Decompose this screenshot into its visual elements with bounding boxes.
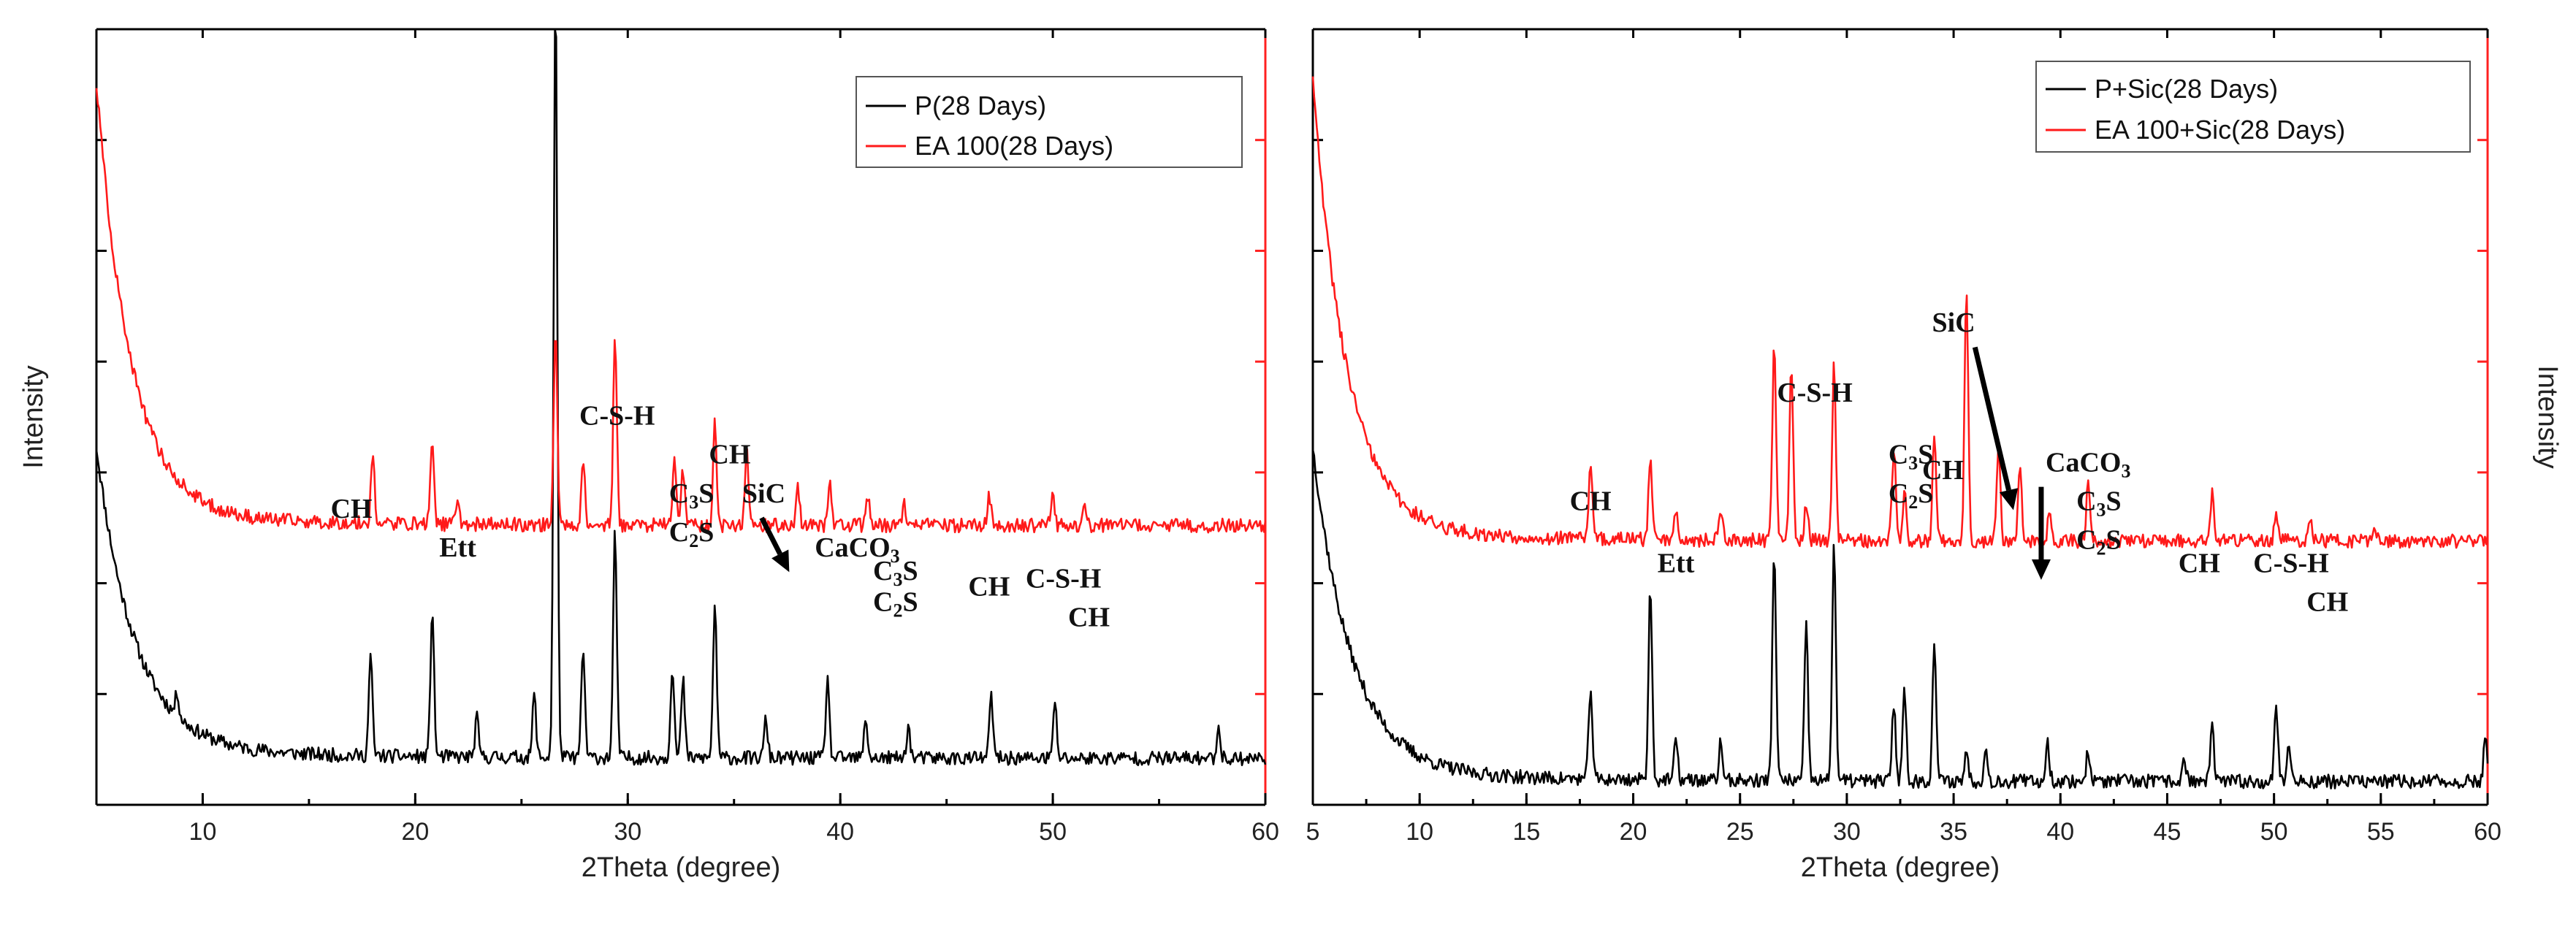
x-tick-label: 45 xyxy=(2154,818,2181,846)
x-tick-label: 50 xyxy=(2260,818,2288,846)
series-black-line xyxy=(95,28,1267,767)
right-chart-panel: 5 10 15 20 25 30 35 40 45 50 55 60 CH Ett C-S-H C3S C2S… xyxy=(1306,28,2563,883)
peak-label: C3S xyxy=(669,478,715,513)
traces xyxy=(95,28,1267,767)
peak-label: C2S xyxy=(2076,525,2122,559)
y-axis-label: Intensity xyxy=(2532,365,2563,469)
x-tick-label: 50 xyxy=(1039,818,1067,846)
series-black-line xyxy=(1311,449,2489,789)
annotation-arrow xyxy=(1972,346,2011,491)
x-ticks: 5 10 15 20 25 30 35 40 45 50 55 60 xyxy=(1306,29,2501,846)
x-tick-label: 55 xyxy=(2367,818,2395,846)
annotation-arrowhead xyxy=(1999,488,2019,510)
x-tick-label: 5 xyxy=(1306,818,1320,846)
x-tick-label: 60 xyxy=(1251,818,1279,846)
annotation-arrowhead xyxy=(2031,559,2051,581)
legend-label: P(28 Days) xyxy=(915,91,1046,121)
x-tick-label: 10 xyxy=(189,818,217,846)
peak-label: C-S-H xyxy=(1026,564,1101,594)
peak-label: C-S-H xyxy=(2253,548,2328,578)
peak-label: CaCO3 xyxy=(2046,447,2130,481)
peak-label: C3S xyxy=(2076,486,2122,520)
traces xyxy=(1311,76,2489,789)
peak-label: Ett xyxy=(1658,548,1695,578)
legend-label: EA 100(28 Days) xyxy=(915,131,1113,161)
y-ticks xyxy=(1313,139,2488,695)
legend-label: EA 100+Sic(28 Days) xyxy=(2095,115,2345,145)
x-tick-label: 30 xyxy=(1833,818,1861,846)
x-tick-label: 25 xyxy=(1726,818,1754,846)
peak-label: CH xyxy=(331,494,373,524)
legend-label: P+Sic(28 Days) xyxy=(2095,74,2278,104)
x-tick-label: 40 xyxy=(2046,818,2074,846)
peak-label: CH xyxy=(1068,603,1110,633)
peak-label: CH xyxy=(1570,486,1612,516)
peak-label: CH xyxy=(968,571,1010,602)
x-tick-label: 15 xyxy=(1512,818,1540,846)
peak-label: CH xyxy=(2179,548,2220,578)
peak-label: CaCO3 xyxy=(815,532,899,567)
peak-label: C-S-H xyxy=(1777,378,1852,408)
x-tick-label: 30 xyxy=(614,818,641,846)
legend: P(28 Days) EA 100(28 Days) xyxy=(856,76,1243,168)
y-axis-label: Intensity xyxy=(18,365,49,469)
legend-box xyxy=(856,76,1243,168)
x-axis-label: 2Theta (degree) xyxy=(1801,852,2000,883)
annotation-arrowhead xyxy=(771,549,790,573)
x-tick-label: 10 xyxy=(1406,818,1433,846)
legend: P+Sic(28 Days) EA 100+Sic(28 Days) xyxy=(2035,61,2471,153)
peak-label: C3S xyxy=(873,556,918,590)
legend-box xyxy=(2035,61,2471,153)
peak-label: CH xyxy=(1922,455,1964,486)
x-tick-label: 40 xyxy=(826,818,854,846)
x-axis-label: 2Theta (degree) xyxy=(582,852,781,883)
series-red-line xyxy=(1311,76,2489,549)
peak-label: Ett xyxy=(439,532,476,563)
x-tick-label: 20 xyxy=(401,818,429,846)
peak-label: SiC xyxy=(1932,307,1975,338)
peak-label: C-S-H xyxy=(579,401,655,432)
x-tick-label: 35 xyxy=(1940,818,1967,846)
peak-label: C2S xyxy=(669,517,715,551)
peak-label: CH xyxy=(709,440,750,470)
series-red-line xyxy=(95,88,1267,534)
x-tick-label: 20 xyxy=(1620,818,1647,846)
left-chart-panel: 10 20 30 40 50 60 CHEttC-S-HCHC3SC2SSiCCaCO3C… xyxy=(18,28,1279,883)
peak-label: SiC xyxy=(742,478,785,509)
peak-label: C2S xyxy=(1889,478,1934,513)
peak-label: CH xyxy=(2306,587,2348,618)
plot-area xyxy=(1313,29,2488,805)
peak-label: C2S xyxy=(873,587,918,622)
x-tick-label: 60 xyxy=(2474,818,2501,846)
annotation-arrow xyxy=(759,516,782,556)
x-ticks: 10 20 30 40 50 60 xyxy=(95,29,1279,846)
peak-label: C3S xyxy=(1889,440,1934,474)
